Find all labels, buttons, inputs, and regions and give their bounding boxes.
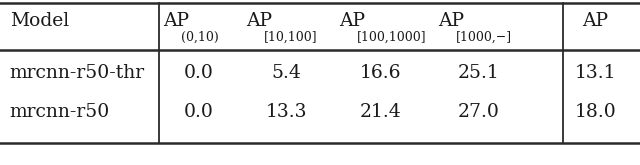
Text: 21.4: 21.4 [360, 103, 402, 121]
Text: 16.6: 16.6 [360, 64, 401, 82]
Text: 5.4: 5.4 [272, 64, 301, 82]
Text: mrcnn-r50: mrcnn-r50 [10, 103, 110, 121]
Text: [100,1000]: [100,1000] [357, 30, 427, 43]
Text: Model: Model [10, 12, 68, 30]
Text: AP: AP [582, 12, 609, 30]
Text: mrcnn-r50-thr: mrcnn-r50-thr [10, 64, 145, 82]
Text: 13.1: 13.1 [575, 64, 616, 82]
Text: AP: AP [163, 12, 189, 30]
Text: 13.3: 13.3 [266, 103, 307, 121]
Text: AP: AP [246, 12, 273, 30]
Text: 0.0: 0.0 [184, 64, 213, 82]
Text: (0,10): (0,10) [181, 30, 219, 43]
Text: 27.0: 27.0 [458, 103, 500, 121]
Text: 0.0: 0.0 [184, 103, 213, 121]
Text: [10,100]: [10,100] [264, 30, 318, 43]
Text: [1000,−]: [1000,−] [456, 30, 513, 43]
Text: AP: AP [438, 12, 465, 30]
Text: AP: AP [339, 12, 365, 30]
Text: 25.1: 25.1 [458, 64, 500, 82]
Text: 18.0: 18.0 [574, 103, 616, 121]
